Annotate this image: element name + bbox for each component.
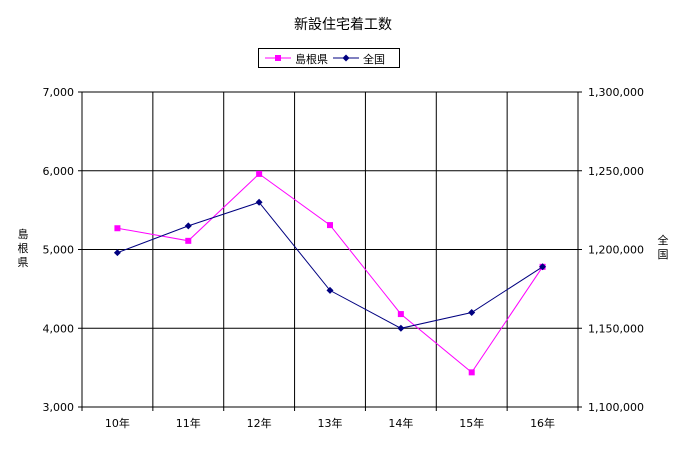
x-tick-label: 14年 bbox=[388, 416, 413, 430]
x-tick-label: 16年 bbox=[530, 416, 555, 430]
y-left-tick-label: 6,000 bbox=[43, 165, 75, 178]
legend-label-shimane: 島根県 bbox=[295, 53, 328, 66]
data-point-1 bbox=[397, 324, 405, 332]
series-line-0 bbox=[117, 173, 544, 374]
legend: 島根県 全国 bbox=[258, 48, 400, 68]
y-left-axis-title: 島根県 bbox=[17, 228, 29, 269]
data-point-0 bbox=[397, 311, 404, 318]
y-left-tick-label: 5,000 bbox=[43, 244, 75, 257]
data-point-1 bbox=[184, 222, 192, 230]
data-point-1 bbox=[326, 286, 334, 294]
chart-title: 新設住宅着工数 bbox=[294, 17, 392, 33]
data-point-0 bbox=[114, 225, 121, 232]
legend-marker-zenkoku bbox=[342, 54, 350, 62]
y-left-tick-label: 7,000 bbox=[43, 86, 75, 99]
y-right-tick-label: 1,100,000 bbox=[588, 401, 644, 414]
y-right-tick-label: 1,150,000 bbox=[588, 322, 644, 335]
y-left-tick-label: 4,000 bbox=[43, 322, 75, 335]
legend-graphics bbox=[265, 54, 359, 62]
data-point-1 bbox=[113, 249, 121, 257]
data-point-0 bbox=[185, 237, 192, 244]
y-right-tick-label: 1,300,000 bbox=[588, 86, 644, 99]
y-right-tick-label: 1,250,000 bbox=[588, 165, 644, 178]
y-right-axis-title: 全国 bbox=[657, 234, 669, 261]
x-tick-label: 13年 bbox=[318, 416, 343, 430]
x-tick-label: 11年 bbox=[176, 416, 201, 430]
x-tick-label: 15年 bbox=[459, 416, 484, 430]
data-point-0 bbox=[256, 170, 263, 177]
data-point-1 bbox=[539, 263, 547, 271]
y-left-tick-label: 3,000 bbox=[43, 401, 75, 414]
data-point-0 bbox=[327, 222, 333, 229]
legend-label-zenkoku: 全国 bbox=[363, 53, 385, 66]
series-line-1 bbox=[117, 201, 543, 329]
y-right-tick-label: 1,200,000 bbox=[588, 244, 644, 257]
data-point-0 bbox=[468, 369, 475, 376]
x-tick-label: 12年 bbox=[247, 416, 272, 430]
data-point-1 bbox=[468, 309, 476, 316]
legend-marker-shimane bbox=[275, 55, 281, 61]
data-point-1 bbox=[255, 198, 263, 206]
x-tick-label: 10年 bbox=[105, 416, 130, 430]
